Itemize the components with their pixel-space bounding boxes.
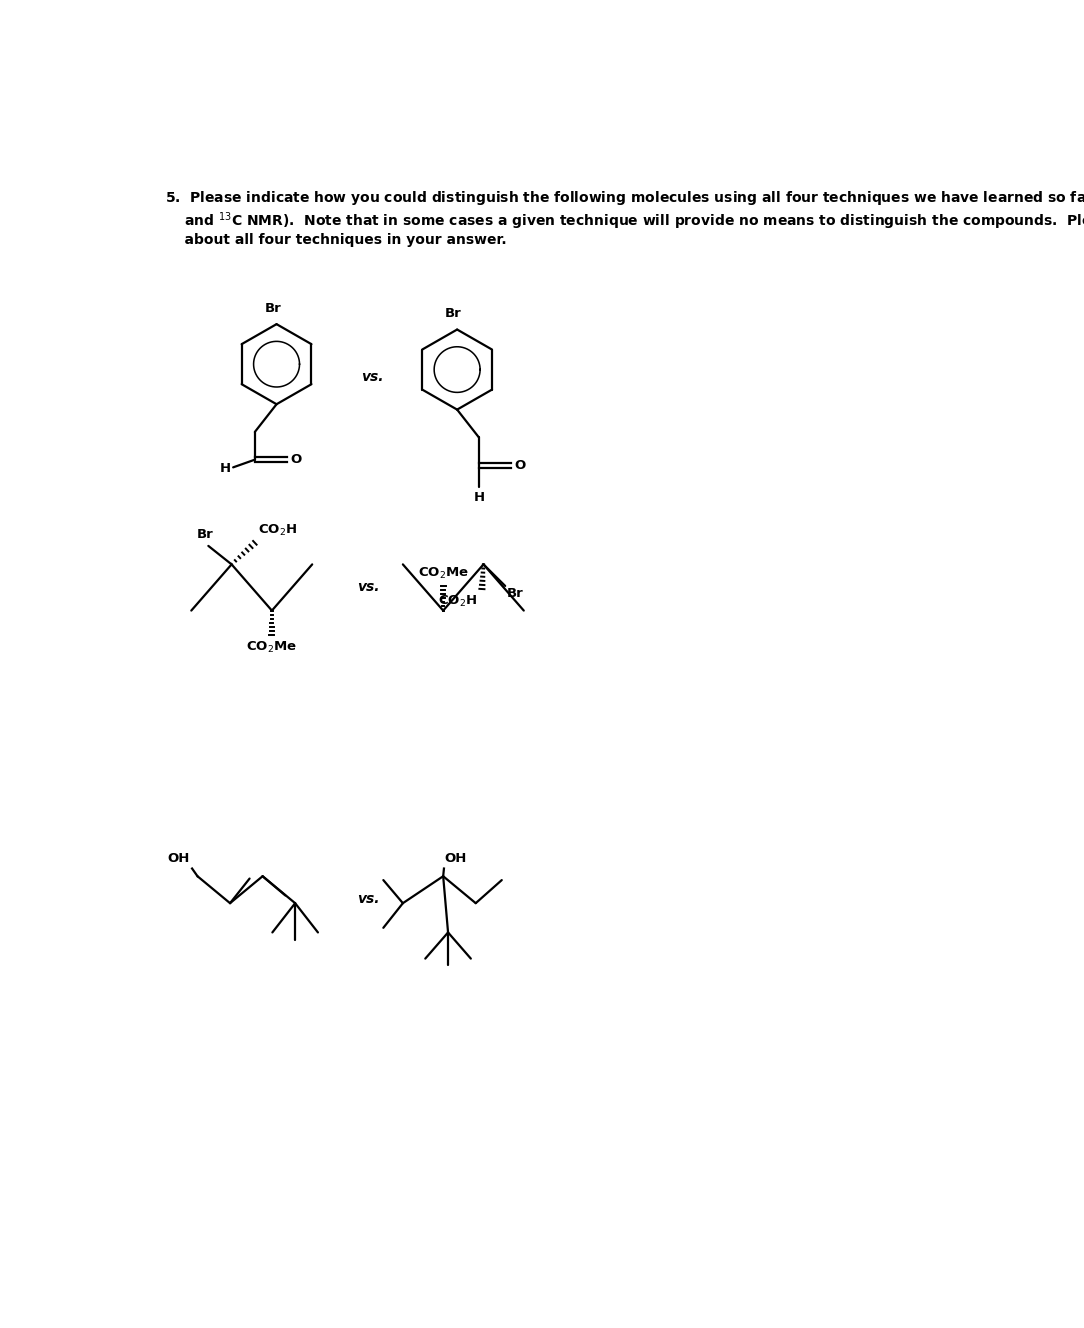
Text: Br: Br bbox=[444, 307, 462, 320]
Text: vs.: vs. bbox=[357, 892, 379, 906]
Text: H: H bbox=[474, 491, 485, 505]
Text: Br: Br bbox=[506, 587, 524, 600]
Text: 5.  Please indicate how you could distinguish the following molecules using all : 5. Please indicate how you could disting… bbox=[165, 187, 1084, 208]
Text: O: O bbox=[291, 453, 301, 466]
Text: Br: Br bbox=[197, 529, 214, 542]
Text: Br: Br bbox=[264, 301, 281, 315]
Text: CO$_2$H: CO$_2$H bbox=[258, 523, 297, 538]
Text: vs.: vs. bbox=[361, 371, 383, 384]
Text: about all four techniques in your answer.: about all four techniques in your answer… bbox=[165, 234, 506, 247]
Text: H: H bbox=[220, 462, 231, 475]
Text: CO$_2$H: CO$_2$H bbox=[438, 594, 477, 608]
Text: vs.: vs. bbox=[357, 580, 379, 595]
Text: O: O bbox=[515, 458, 526, 471]
Text: CO$_2$Me: CO$_2$Me bbox=[246, 640, 297, 655]
Text: CO$_2$Me: CO$_2$Me bbox=[417, 566, 468, 582]
Text: OH: OH bbox=[444, 851, 467, 865]
Text: OH: OH bbox=[167, 851, 190, 865]
Text: and $^{13}$C NMR).  Note that in some cases a given technique will provide no me: and $^{13}$C NMR). Note that in some cas… bbox=[165, 210, 1084, 232]
